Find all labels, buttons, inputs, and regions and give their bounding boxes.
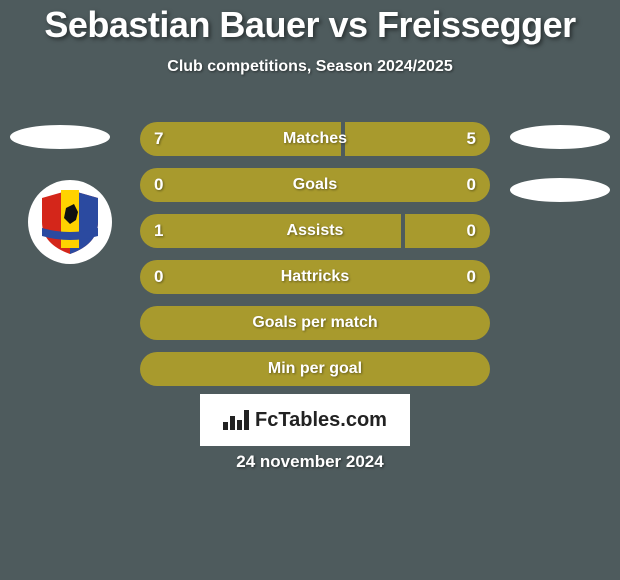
branding-badge: FcTables.com <box>200 394 410 446</box>
stat-label: Min per goal <box>140 352 490 386</box>
stat-label: Goals <box>140 168 490 202</box>
stat-value-right: 0 <box>467 214 476 248</box>
branding-text: FcTables.com <box>255 409 387 432</box>
branding-bars-icon <box>223 410 249 430</box>
stats-container: Matches75Goals00Assists10Hattricks00Goal… <box>140 122 490 398</box>
player-left-avatar-placeholder <box>10 125 110 149</box>
stat-row: Goals0 0 <box>140 168 490 202</box>
stat-value-left: 0 <box>154 260 163 294</box>
page-title: Sebastian Bauer vs Freissegger <box>0 0 620 46</box>
footer-date: 24 november 2024 <box>0 452 620 472</box>
stat-row: Goals per match <box>140 306 490 340</box>
stat-row: Matches7 5 <box>140 122 490 156</box>
stat-row: Assists1 0 <box>140 214 490 248</box>
player-right-avatar-placeholder-1 <box>510 125 610 149</box>
stat-value-right: 5 <box>467 122 476 156</box>
stat-row: Min per goal <box>140 352 490 386</box>
stat-value-left: 1 <box>154 214 163 248</box>
stat-label: Goals per match <box>140 306 490 340</box>
club-crest-icon <box>36 188 104 256</box>
player-right-avatar-placeholder-2 <box>510 178 610 202</box>
stat-value-right: 0 <box>467 168 476 202</box>
stat-row: Hattricks0 0 <box>140 260 490 294</box>
stat-value-left: 0 <box>154 168 163 202</box>
club-badge <box>28 180 112 264</box>
stat-label: Matches <box>140 122 490 156</box>
stat-label: Hattricks <box>140 260 490 294</box>
stat-value-left: 7 <box>154 122 163 156</box>
stat-label: Assists <box>140 214 490 248</box>
stat-value-right: 0 <box>467 260 476 294</box>
subtitle: Club competitions, Season 2024/2025 <box>0 58 620 76</box>
